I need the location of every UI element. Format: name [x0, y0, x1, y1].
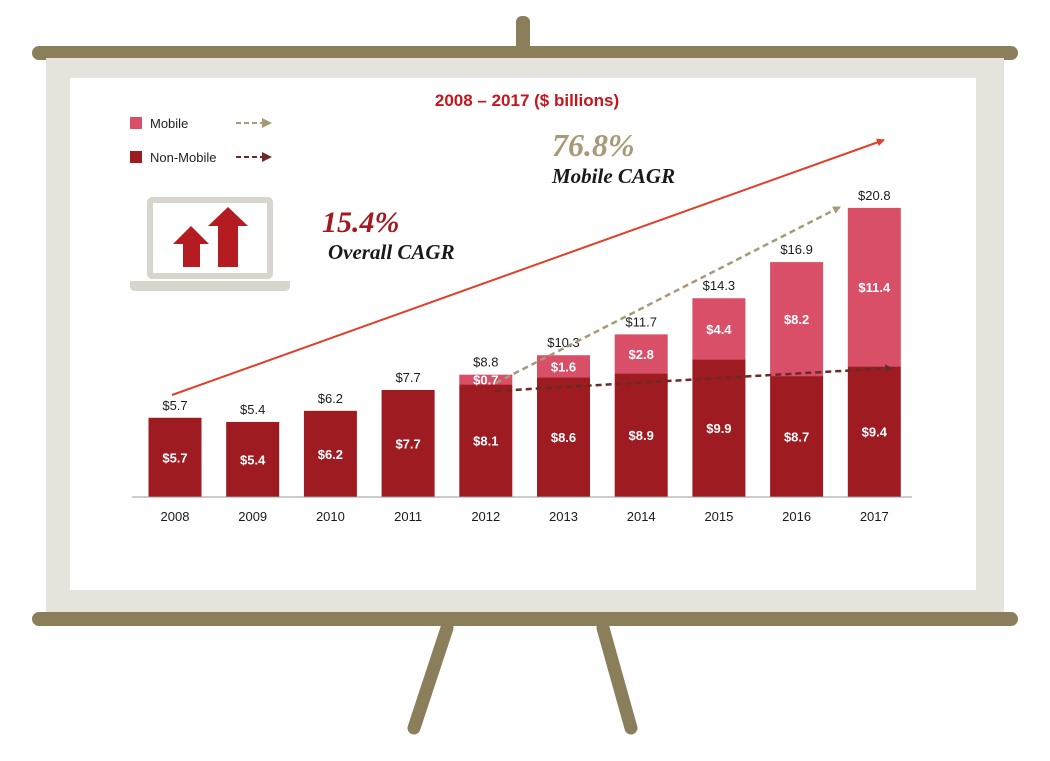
- board-surface: [70, 78, 976, 590]
- stand-right-leg: [596, 621, 638, 735]
- bar-label-mobile-2014: $2.8: [629, 347, 654, 362]
- legend-swatch-mobile: [130, 117, 142, 129]
- trend-arrows: [171, 138, 893, 396]
- total-label-2014: $11.7: [625, 314, 657, 329]
- x-tick-label-2017: 2017: [860, 509, 889, 524]
- bar-mobile-2012: [459, 374, 513, 385]
- total-label-2013: $10.3: [547, 335, 580, 350]
- bar-label-mobile-2015: $4.4: [706, 322, 732, 337]
- legend: Mobile Non-Mobile: [130, 116, 272, 165]
- overall-cagr-value: 15.4%: [322, 206, 400, 239]
- x-tick-label-2011: 2011: [394, 509, 422, 524]
- total-label-2009: $5.4: [240, 402, 265, 417]
- total-label-2012: $8.8: [473, 355, 498, 370]
- board-bottom-rail: [32, 612, 1018, 626]
- total-label-2015: $14.3: [703, 278, 736, 293]
- bar-nonmobile-2008: [148, 417, 202, 497]
- total-label-2008: $5.7: [162, 398, 187, 413]
- total-label-2011: $7.7: [395, 370, 420, 385]
- legend-swatch-nonmobile: [130, 151, 142, 163]
- bar-label-mobile-2017: $11.4: [858, 280, 891, 295]
- legend-arrowhead-mobile: [262, 118, 272, 128]
- bar-label-nonmobile-2011: $7.7: [395, 436, 420, 451]
- total-label-2017: $20.8: [858, 188, 891, 203]
- x-tick-label-2009: 2009: [238, 509, 267, 524]
- overall-cagr-label: Overall CAGR: [328, 240, 455, 264]
- overall-cagr-arrow: [171, 138, 885, 396]
- bar-label-mobile-2013: $1.6: [551, 359, 576, 374]
- mobile-cagr-label: Mobile CAGR: [551, 164, 675, 188]
- x-tick-label-2013: 2013: [549, 509, 578, 524]
- bar-mobile-2013: [537, 355, 590, 378]
- bar-label-nonmobile-2008: $5.7: [162, 450, 187, 465]
- bar-mobile-2014: [614, 334, 668, 374]
- legend-label-mobile: Mobile: [150, 116, 188, 131]
- total-label-2016: $16.9: [780, 242, 813, 257]
- x-tick-label-2014: 2014: [627, 509, 656, 524]
- total-label-2010: $6.2: [318, 391, 343, 406]
- chart-plot-area: $5.7 $5.7 2008 $5.4 $5.4 2009 $6.2 $6.2 2010 $7.7…: [148, 188, 901, 524]
- legend-arrowhead-nonmobile: [262, 152, 272, 162]
- bar-mobile-2016: [770, 262, 824, 377]
- legend-label-nonmobile: Non-Mobile: [150, 150, 216, 165]
- bar-nonmobile-2017: [847, 366, 901, 497]
- bar-label-nonmobile-2012: $8.1: [473, 434, 498, 449]
- bar-nonmobile-2015: [692, 359, 746, 497]
- bar-label-nonmobile-2017: $9.4: [862, 425, 888, 440]
- bar-nonmobile-2016: [770, 376, 824, 497]
- up-arrows-icon: [173, 207, 248, 267]
- mobile-cagr-arrow: [495, 205, 841, 385]
- bar-label-nonmobile-2014: $8.9: [629, 428, 654, 443]
- bar-label-nonmobile-2016: $8.7: [784, 430, 809, 445]
- chart-title: 2008 – 2017 ($ billions): [435, 91, 619, 110]
- bar-label-mobile-2012: $0.7: [473, 373, 498, 388]
- board-top-rail: [32, 46, 1018, 60]
- x-tick-label-2015: 2015: [704, 509, 733, 524]
- bar-label-nonmobile-2015: $9.9: [706, 421, 731, 436]
- bar-nonmobile-2013: [537, 377, 590, 497]
- stand-top-post: [516, 16, 530, 52]
- bar-nonmobile-2011: [381, 389, 435, 497]
- bar-mobile-2015: [692, 298, 746, 360]
- x-tick-label-2012: 2012: [471, 509, 500, 524]
- x-tick-label-2008: 2008: [161, 509, 190, 524]
- bar-label-nonmobile-2013: $8.6: [551, 430, 576, 445]
- nonmobile-trend-arrow: [495, 364, 893, 393]
- x-tick-label-2010: 2010: [316, 509, 345, 524]
- x-tick-label-2016: 2016: [782, 509, 811, 524]
- stand-left-leg: [407, 621, 454, 735]
- bar-nonmobile-2010: [303, 410, 357, 497]
- laptop-icon: [130, 197, 290, 291]
- bar-label-mobile-2016: $8.2: [784, 312, 809, 327]
- bar-mobile-2017: [847, 207, 901, 367]
- bar-label-nonmobile-2010: $6.2: [318, 447, 343, 462]
- bar-nonmobile-2012: [459, 384, 513, 497]
- mobile-cagr-value: 76.8%: [552, 127, 635, 163]
- bar-label-nonmobile-2009: $5.4: [240, 452, 266, 467]
- bar-nonmobile-2009: [226, 421, 280, 497]
- bar-nonmobile-2014: [614, 373, 668, 497]
